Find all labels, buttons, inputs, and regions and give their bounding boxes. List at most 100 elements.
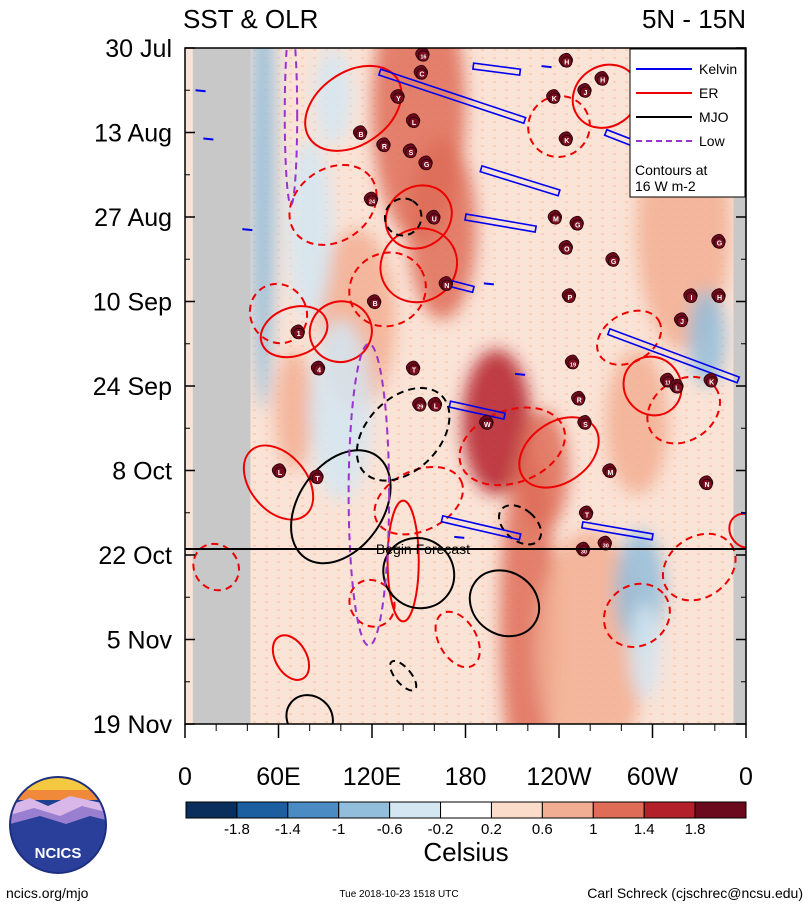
y-axis: 30 Jul 13 Aug 27 Aug 10 Sep 24 Sep 8 Oct 22 Oc…: [93, 35, 746, 739]
y-tick-label: 5 Nov: [107, 627, 173, 655]
er-contour-dashed: [646, 375, 721, 445]
tc-marker-body: [274, 466, 286, 479]
x-tick-label: 60W: [627, 763, 679, 791]
er-contour: [518, 416, 600, 489]
colorbar-tick-label: 1.8: [685, 821, 706, 838]
tc-marker-body: [408, 364, 420, 376]
tc-marker-label: B: [359, 132, 364, 139]
tc-marker: H: [558, 52, 573, 68]
er-contour: [384, 184, 453, 250]
tc-marker-label: R: [577, 398, 582, 405]
tc-marker: L: [669, 378, 684, 394]
er-contour-dashed: [192, 542, 240, 592]
tc-marker-body: [392, 92, 405, 104]
sst-anomaly-blob: [407, 138, 477, 320]
tc-marker: C: [413, 64, 429, 80]
sst-anomaly-blob: [629, 603, 661, 700]
tc-marker-label: S: [409, 150, 414, 157]
tc-marker: N: [438, 276, 453, 291]
tc-marker-label: M: [608, 470, 614, 477]
tc-marker-label: L: [434, 404, 439, 411]
tc-marker-label: U: [432, 217, 437, 224]
tc-marker-body: [405, 146, 417, 159]
tc-marker: H: [711, 288, 726, 304]
legend-box: [629, 48, 746, 198]
x-tick-label: 120E: [343, 763, 401, 791]
footer-url[interactable]: ncics.org/mjo: [6, 885, 89, 901]
tc-marker-label: S: [583, 422, 588, 429]
colorbar-swatch: [643, 801, 696, 819]
tc-marker: T: [309, 469, 324, 485]
colorbar-swatch: [490, 801, 543, 819]
tc-marker-label: 30: [581, 550, 587, 556]
tc-marker-label: 11: [665, 381, 671, 387]
kelvin-contour: [606, 327, 741, 384]
tc-marker-body: [550, 213, 562, 225]
tc-marker-body: [713, 237, 726, 249]
tc-marker-body: [417, 50, 430, 62]
tc-marker: 19: [564, 354, 580, 370]
er-contour-dashed: [661, 532, 737, 602]
tc-marker-body: [701, 478, 713, 491]
kelvin-contour: [472, 62, 522, 77]
er-contour-dashed: [373, 465, 464, 536]
tc-marker-label: T: [412, 367, 417, 374]
tc-marker: 30: [597, 535, 612, 551]
tc-marker-label: J: [584, 90, 588, 97]
tc-marker: T: [578, 505, 594, 521]
x-tick-label: 0: [739, 763, 753, 791]
mjo-contour-dashed: [383, 197, 423, 237]
tc-marker-body: [416, 68, 428, 80]
tc-marker-label: 4: [317, 367, 321, 374]
tc-marker-label: J: [680, 319, 684, 326]
kelvin-dash: [514, 372, 526, 376]
sst-anomaly-blob: [462, 349, 531, 495]
legend: Kelvin ER MJO Low Contours at 16 W m-2: [629, 48, 746, 198]
colorbar-tick-label: -1: [332, 821, 345, 838]
tc-marker: G: [418, 155, 433, 171]
colorbar-swatch: [592, 801, 645, 819]
colorbar-label: Celsius: [423, 837, 508, 867]
tc-marker-body: [607, 255, 620, 267]
tc-marker-body: [573, 394, 585, 406]
tc-marker: N: [698, 475, 714, 491]
er-contour: [259, 305, 329, 359]
tc-marker: 1: [290, 324, 305, 340]
colorbar-swatch: [440, 801, 492, 819]
colorbar-swatch: [236, 801, 289, 819]
x-tick-label: 120W: [526, 763, 592, 791]
tc-marker: L: [271, 463, 287, 479]
tc-marker: W: [479, 415, 494, 430]
tc-marker: B: [352, 125, 368, 141]
tc-marker-body: [311, 472, 324, 485]
land-mask: [192, 48, 251, 724]
tc-marker-body: [414, 400, 426, 412]
tc-marker-label: M: [553, 217, 559, 224]
kelvin-dash: [454, 535, 465, 539]
tc-marker-body: [597, 74, 609, 86]
colorbar-tick-label: 1: [589, 821, 597, 838]
tc-marker: K: [703, 372, 718, 388]
legend-label-kelvin: Kelvin: [699, 61, 737, 77]
low-contour: [347, 342, 391, 647]
kelvin-contour: [580, 520, 654, 541]
tc-marker-body: [579, 86, 592, 98]
tc-marker: R: [571, 390, 586, 406]
chart-title-left: SST & OLR: [183, 4, 318, 34]
tc-marker-body: [561, 134, 573, 147]
y-tick-label: 22 Oct: [98, 542, 172, 570]
er-contour: [379, 227, 459, 304]
tc-marker: S: [577, 415, 592, 430]
tc-marker-label: L: [412, 120, 417, 127]
tc-marker-label: G: [611, 259, 617, 266]
y-tick-label: 24 Sep: [93, 373, 172, 401]
tc-marker: K: [558, 131, 573, 147]
er-contour: [242, 444, 315, 521]
tc-marker-body: [564, 291, 576, 304]
tc-marker-body: [685, 291, 698, 304]
tc-marker: M: [602, 463, 617, 479]
tc-marker: 16: [415, 48, 430, 62]
tc-marker: J: [673, 312, 689, 328]
mjo-contour-dashed: [389, 659, 418, 692]
tc-marker-body: [706, 376, 718, 388]
